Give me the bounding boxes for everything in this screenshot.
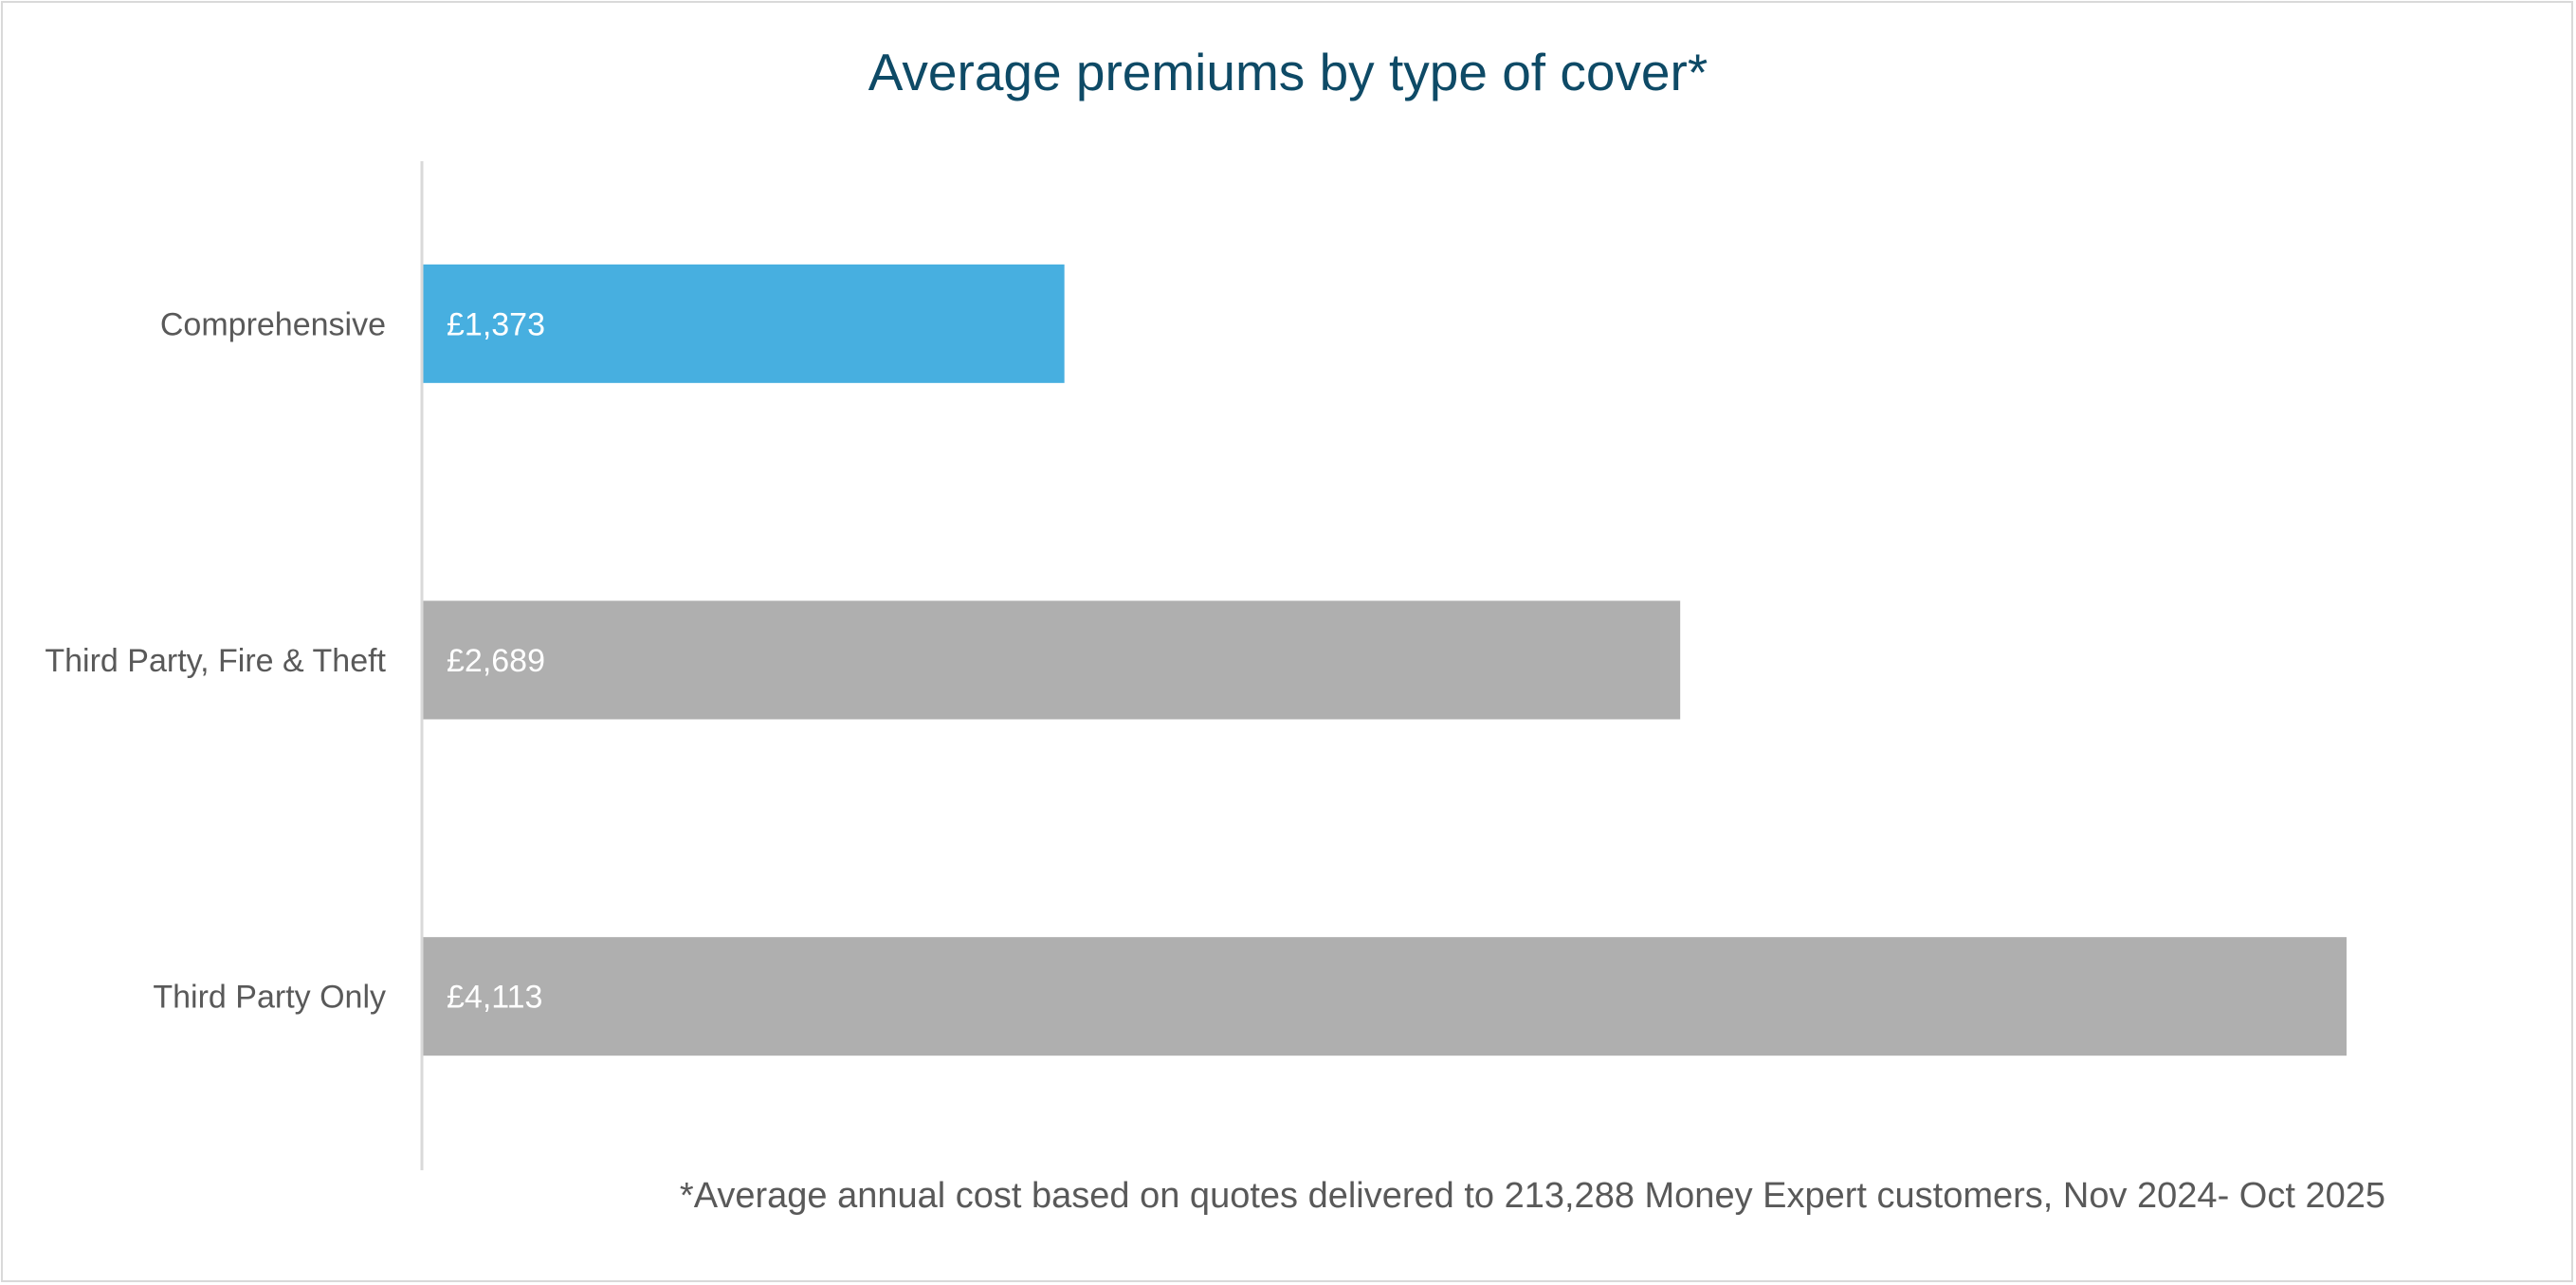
data-label: £1,373	[447, 306, 545, 342]
bar-1	[422, 600, 1681, 720]
data-label: £2,689	[447, 643, 545, 679]
category-label: Third Party Only	[153, 980, 386, 1016]
data-label: £4,113	[447, 980, 542, 1016]
chart-footnote: *Average annual cost based on quotes del…	[679, 1176, 2385, 1216]
category-label: Comprehensive	[160, 306, 386, 342]
category-label: Third Party, Fire & Theft	[45, 643, 386, 679]
chart-title: Average premiums by type of cover*	[868, 43, 1708, 101]
bar-0	[422, 264, 1065, 383]
bar-2	[422, 937, 2347, 1056]
